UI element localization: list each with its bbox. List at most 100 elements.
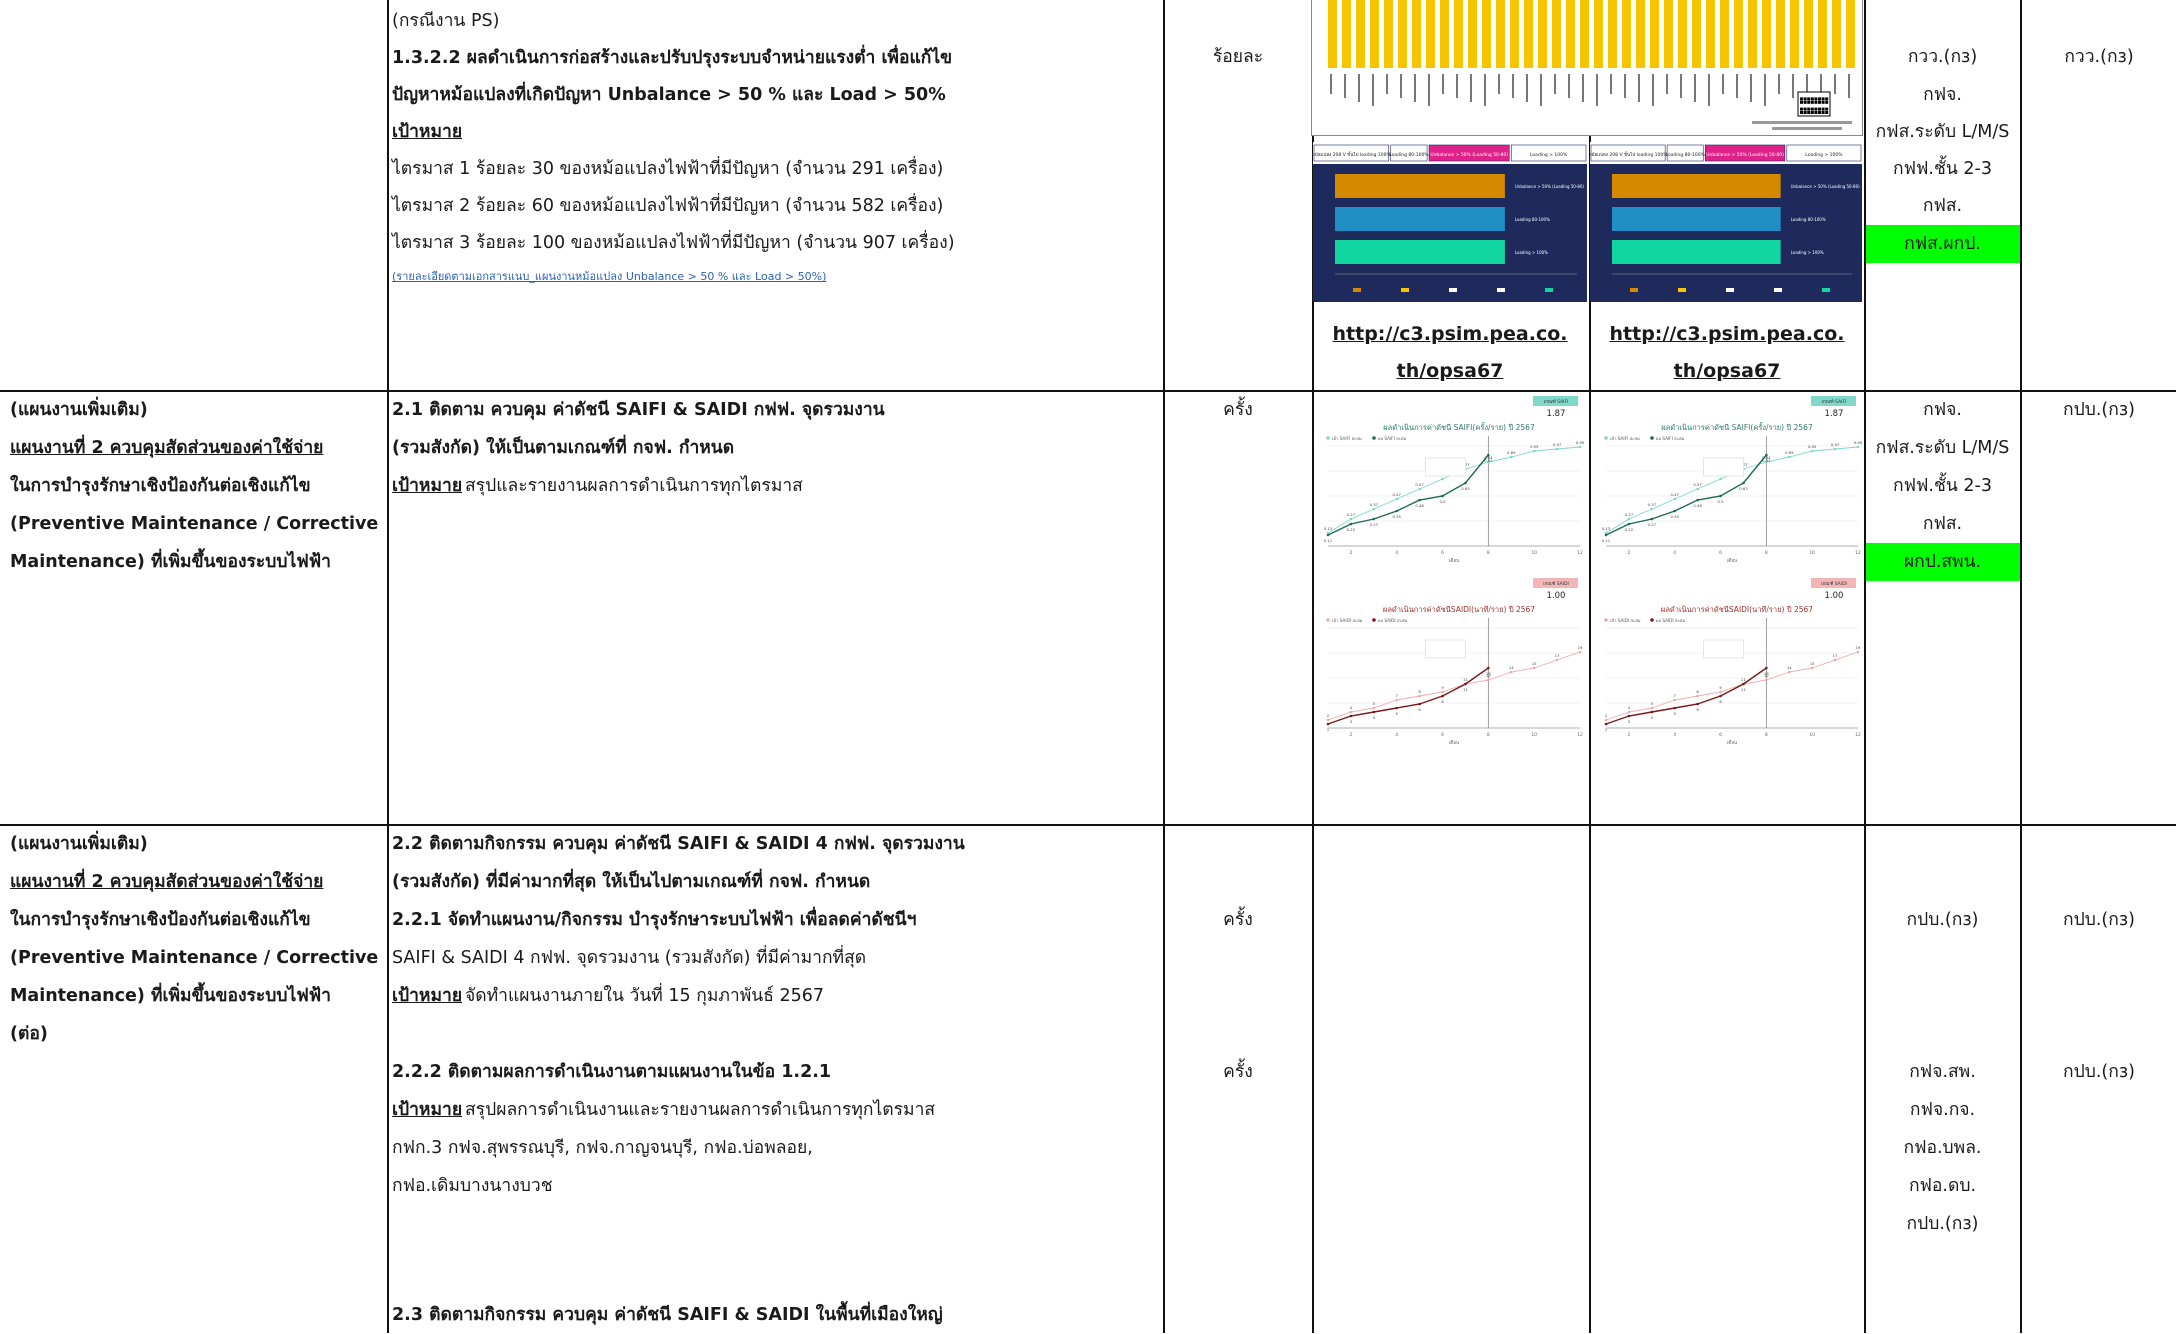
- yellow-bar: [1846, 0, 1855, 68]
- legend-dot: [1650, 436, 1654, 440]
- bar-tick-label: [1526, 74, 1528, 102]
- data-point: [1627, 517, 1631, 521]
- panel-header-label: Unbalance > 50% (Loading 50-80): [1706, 152, 1784, 158]
- panel-header-cell: [1510, 144, 1587, 162]
- qr-cell: [1825, 107, 1829, 111]
- url-right-2[interactable]: th/opsa67: [1673, 360, 1781, 382]
- data-point: [1441, 694, 1444, 698]
- bar-tick-label: [1764, 74, 1766, 106]
- data-point: [1464, 481, 1467, 485]
- data-label: 0.63: [1739, 486, 1748, 491]
- qr-cell: [1821, 107, 1825, 111]
- x-axis-label: เดือน: [1727, 557, 1737, 564]
- row3-resp-b-1: กฟจ.กจ.: [1909, 1100, 1976, 1120]
- col-divider-4: [1589, 0, 1591, 1333]
- transformer-bar-chart-image: [1311, 0, 1863, 136]
- legend-dot: [1372, 618, 1376, 622]
- threshold-badge: [1811, 578, 1856, 588]
- data-label: 5: [1396, 711, 1399, 716]
- panel-header-label: Loading 80-100%: [1389, 152, 1429, 158]
- row2-resp-1: กฟส.ระดับ L/M/S: [1875, 438, 2010, 458]
- row3-col1-3: (Preventive Maintenance / Corrective: [10, 948, 379, 968]
- row3-target-label-1: เป้าหมาย: [392, 986, 463, 1006]
- data-label: 6: [1418, 707, 1421, 712]
- data-point: [1326, 718, 1330, 722]
- qr-cell: [1807, 100, 1811, 104]
- data-label: 3: [1628, 719, 1631, 724]
- data-point: [1487, 460, 1490, 464]
- panel-legend-swatch: [1726, 288, 1734, 292]
- row3-col1-2: ในการบำรุงรักษาเชิงป้องกันต่อเชิงแก้ไข: [10, 910, 311, 930]
- data-point: [1418, 694, 1421, 698]
- qr-cell: [1803, 100, 1807, 104]
- url-left-1[interactable]: http://c3.psim.pea.co.: [1332, 323, 1568, 345]
- x-tick-label: 6: [1719, 732, 1722, 738]
- data-point: [1441, 690, 1444, 694]
- x-tick-label: 10: [1809, 550, 1815, 556]
- highlight-green-2: [1866, 543, 2020, 581]
- url-right-1[interactable]: http://c3.psim.pea.co.: [1609, 323, 1845, 345]
- row2-resp-4: ผกป.สพน.: [1903, 552, 1982, 572]
- highlight-green-1: [1866, 225, 2020, 263]
- series-line: [1605, 651, 1859, 721]
- data-label: 0.5: [1718, 499, 1725, 504]
- qr-cell: [1810, 100, 1814, 104]
- row3-owner-a: กปบ.(กз): [2063, 910, 2135, 930]
- data-point: [1833, 658, 1837, 662]
- chart-title: ผลดำเนินการค่าดัชนีSAIDI(นาที/ราย) ปี 25…: [1383, 605, 1535, 614]
- data-label: 0.57: [1415, 482, 1424, 487]
- legend-label: ผล SAIDI สะสม: [1378, 618, 1407, 623]
- row1-target-label: เป้าหมาย: [392, 122, 463, 142]
- row3-unit-b: ครั้ง: [1223, 1062, 1253, 1082]
- data-label: 11: [1741, 677, 1746, 682]
- yellow-bar: [1482, 0, 1491, 68]
- yellow-bar: [1412, 0, 1421, 68]
- data-point: [1673, 509, 1677, 513]
- data-label: 0.22: [1347, 527, 1356, 532]
- bar-tick-label: [1708, 74, 1710, 106]
- data-label: 0.22: [1625, 527, 1634, 532]
- qr-cell: [1818, 107, 1821, 111]
- data-label: 5: [1674, 711, 1677, 716]
- data-point: [1372, 710, 1376, 714]
- yellow-bar: [1398, 0, 1407, 68]
- data-point: [1509, 455, 1513, 459]
- data-label: 8: [1719, 699, 1722, 704]
- row3-col1-1: แผนงานที่ 2 ควบคุมสัดส่วนของค่าใช้จ่าย: [10, 872, 324, 892]
- row1-resp-0: กวว.(กз): [1907, 47, 1978, 67]
- url-left-2[interactable]: th/opsa67: [1396, 360, 1504, 382]
- data-label: 17: [1833, 653, 1838, 658]
- panel-header-cell: [1428, 144, 1510, 162]
- attachment-link[interactable]: (รายละเอียดตามเอกสารแนบ_แผนงานหม้อแปลง U…: [392, 270, 827, 283]
- data-label: 11: [1463, 687, 1468, 692]
- data-label: 2: [1327, 713, 1330, 718]
- bar-tick-label: [1834, 74, 1836, 94]
- data-label: 0.97: [1831, 442, 1840, 447]
- loading-bar: [1335, 174, 1505, 198]
- x-tick-label: 6: [1441, 732, 1444, 738]
- chart-title: ผลดำเนินการค่าดัชนี SAIFI(ครั้ง/ราย) ปี …: [1383, 422, 1535, 432]
- row1-resp-1: กฟจ.: [1923, 85, 1962, 105]
- data-point: [1650, 507, 1654, 511]
- qr-cell: [1803, 111, 1807, 114]
- yellow-bar: [1650, 0, 1659, 68]
- qr-code-icon: [1797, 91, 1831, 117]
- data-label: 15: [1486, 671, 1491, 676]
- data-label: 4: [1651, 715, 1654, 720]
- data-label: 19: [1578, 645, 1583, 650]
- bar-tick-label: [1442, 74, 1444, 94]
- row2-target-text: สรุปและรายงานผลการดำเนินการทุกไตรมาส: [465, 476, 803, 496]
- data-point: [1719, 690, 1722, 694]
- data-label: 7: [1396, 693, 1399, 698]
- yellow-bar: [1468, 0, 1477, 68]
- panel-legend-swatch: [1774, 288, 1782, 292]
- yellow-bar: [1510, 0, 1519, 68]
- row1-resp-3: กฟฟ.ชั้น 2-3: [1893, 159, 1992, 179]
- qr-cell: [1814, 100, 1818, 104]
- data-label: 0.27: [1370, 522, 1379, 527]
- caption-line: [1772, 127, 1842, 130]
- yellow-bar: [1692, 0, 1701, 68]
- loading-bar: [1335, 207, 1505, 231]
- data-label: 0.99: [1576, 440, 1585, 445]
- data-point: [1372, 517, 1376, 521]
